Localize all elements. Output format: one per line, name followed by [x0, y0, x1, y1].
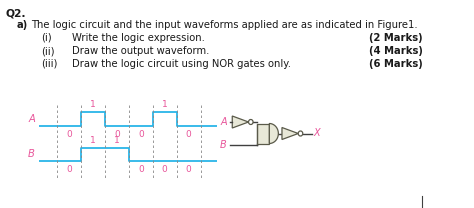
Text: The logic circuit and the input waveforms applied are as indicated in Figure1.: The logic circuit and the input waveform…	[31, 20, 417, 30]
Text: (4 Marks): (4 Marks)	[369, 46, 423, 56]
Polygon shape	[282, 128, 298, 140]
Text: 1: 1	[114, 136, 119, 145]
Text: 0: 0	[162, 165, 168, 174]
Text: 1: 1	[90, 100, 96, 109]
Text: X: X	[314, 129, 320, 139]
Circle shape	[248, 120, 253, 125]
Text: a): a)	[16, 20, 27, 30]
Text: A: A	[220, 117, 227, 127]
Bar	[256, 124, 269, 144]
Polygon shape	[232, 116, 248, 128]
Polygon shape	[269, 124, 278, 144]
Text: Draw the output waveform.: Draw the output waveform.	[73, 46, 210, 56]
Text: B: B	[28, 149, 35, 159]
Text: 0: 0	[114, 130, 119, 139]
Text: 0: 0	[138, 130, 144, 139]
Text: 0: 0	[138, 165, 144, 174]
Text: (iii): (iii)	[42, 59, 58, 69]
Text: Draw the logic circuit using NOR gates only.: Draw the logic circuit using NOR gates o…	[73, 59, 292, 69]
Text: (6 Marks): (6 Marks)	[369, 59, 423, 69]
Text: (2 Marks): (2 Marks)	[369, 33, 423, 43]
Text: Q2.: Q2.	[5, 8, 26, 18]
Text: Write the logic expression.: Write the logic expression.	[73, 33, 205, 43]
Text: B: B	[220, 140, 227, 150]
Text: 1: 1	[162, 100, 168, 109]
Text: (ii): (ii)	[42, 46, 55, 56]
Text: 0: 0	[66, 130, 72, 139]
Text: (i): (i)	[42, 33, 52, 43]
Text: 0: 0	[186, 165, 191, 174]
Text: 1: 1	[90, 136, 96, 145]
Text: A: A	[28, 114, 35, 124]
Text: 0: 0	[66, 165, 72, 174]
Circle shape	[298, 131, 303, 136]
Text: 0: 0	[186, 130, 191, 139]
